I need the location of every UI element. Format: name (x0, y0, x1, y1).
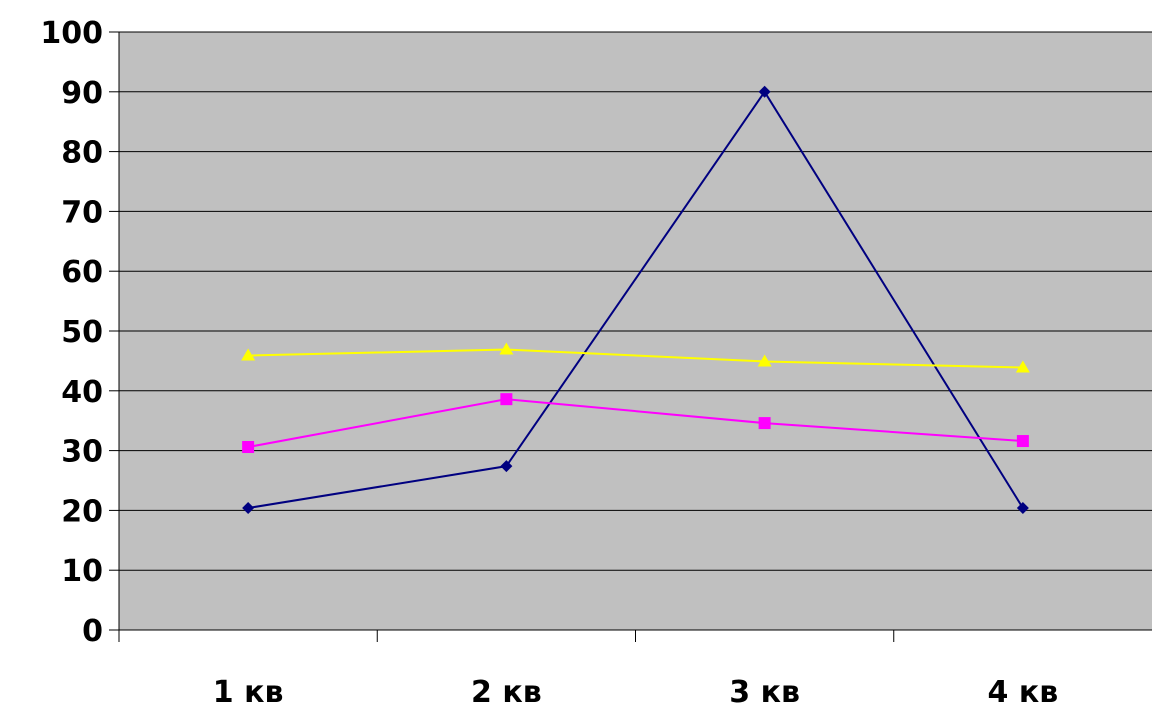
data-point-triangle (499, 342, 514, 355)
y-tick-label: 70 (61, 195, 103, 230)
series-line (248, 348, 1023, 369)
y-tick-label: 50 (61, 315, 103, 350)
series-3 (241, 342, 1030, 373)
data-point-diamond (500, 460, 513, 473)
y-tick-label: 100 (40, 16, 103, 51)
series-line (247, 398, 1023, 448)
y-tick-label: 60 (61, 255, 103, 290)
data-point-triangle (241, 348, 256, 361)
x-tick-label: 1 кв (213, 675, 284, 704)
gridlines (119, 31, 1152, 571)
series-group (241, 85, 1030, 515)
x-tick-label: 3 кв (729, 675, 800, 704)
data-point-triangle (757, 354, 772, 367)
data-point-diamond (1016, 502, 1029, 515)
y-tick-label: 20 (61, 494, 103, 529)
series-2 (242, 393, 1029, 454)
data-point-square (758, 417, 771, 430)
series-line (247, 89, 1024, 509)
x-axis-tick-labels: 1 кв 2 кв 3 кв 4 кв (213, 675, 1058, 704)
data-point-triangle (1015, 360, 1030, 373)
data-point-square (500, 393, 513, 406)
y-axis-tick-labels: 0 10 20 30 40 50 60 70 80 90 100 (40, 16, 103, 649)
y-tick-label: 10 (61, 554, 103, 589)
data-point-square (242, 441, 255, 454)
data-point-diamond (758, 85, 771, 98)
data-point-diamond (242, 502, 255, 515)
x-tick-label: 2 кв (471, 675, 542, 704)
y-tick-label: 80 (61, 136, 103, 171)
y-tick-label: 40 (61, 375, 103, 410)
axes (109, 31, 1152, 642)
x-tick-label: 4 кв (988, 675, 1059, 704)
y-tick-label: 30 (61, 435, 103, 470)
y-tick-label: 0 (82, 614, 103, 649)
data-point-square (1016, 435, 1029, 448)
y-tick-label: 90 (61, 76, 103, 111)
series-1 (242, 85, 1029, 515)
